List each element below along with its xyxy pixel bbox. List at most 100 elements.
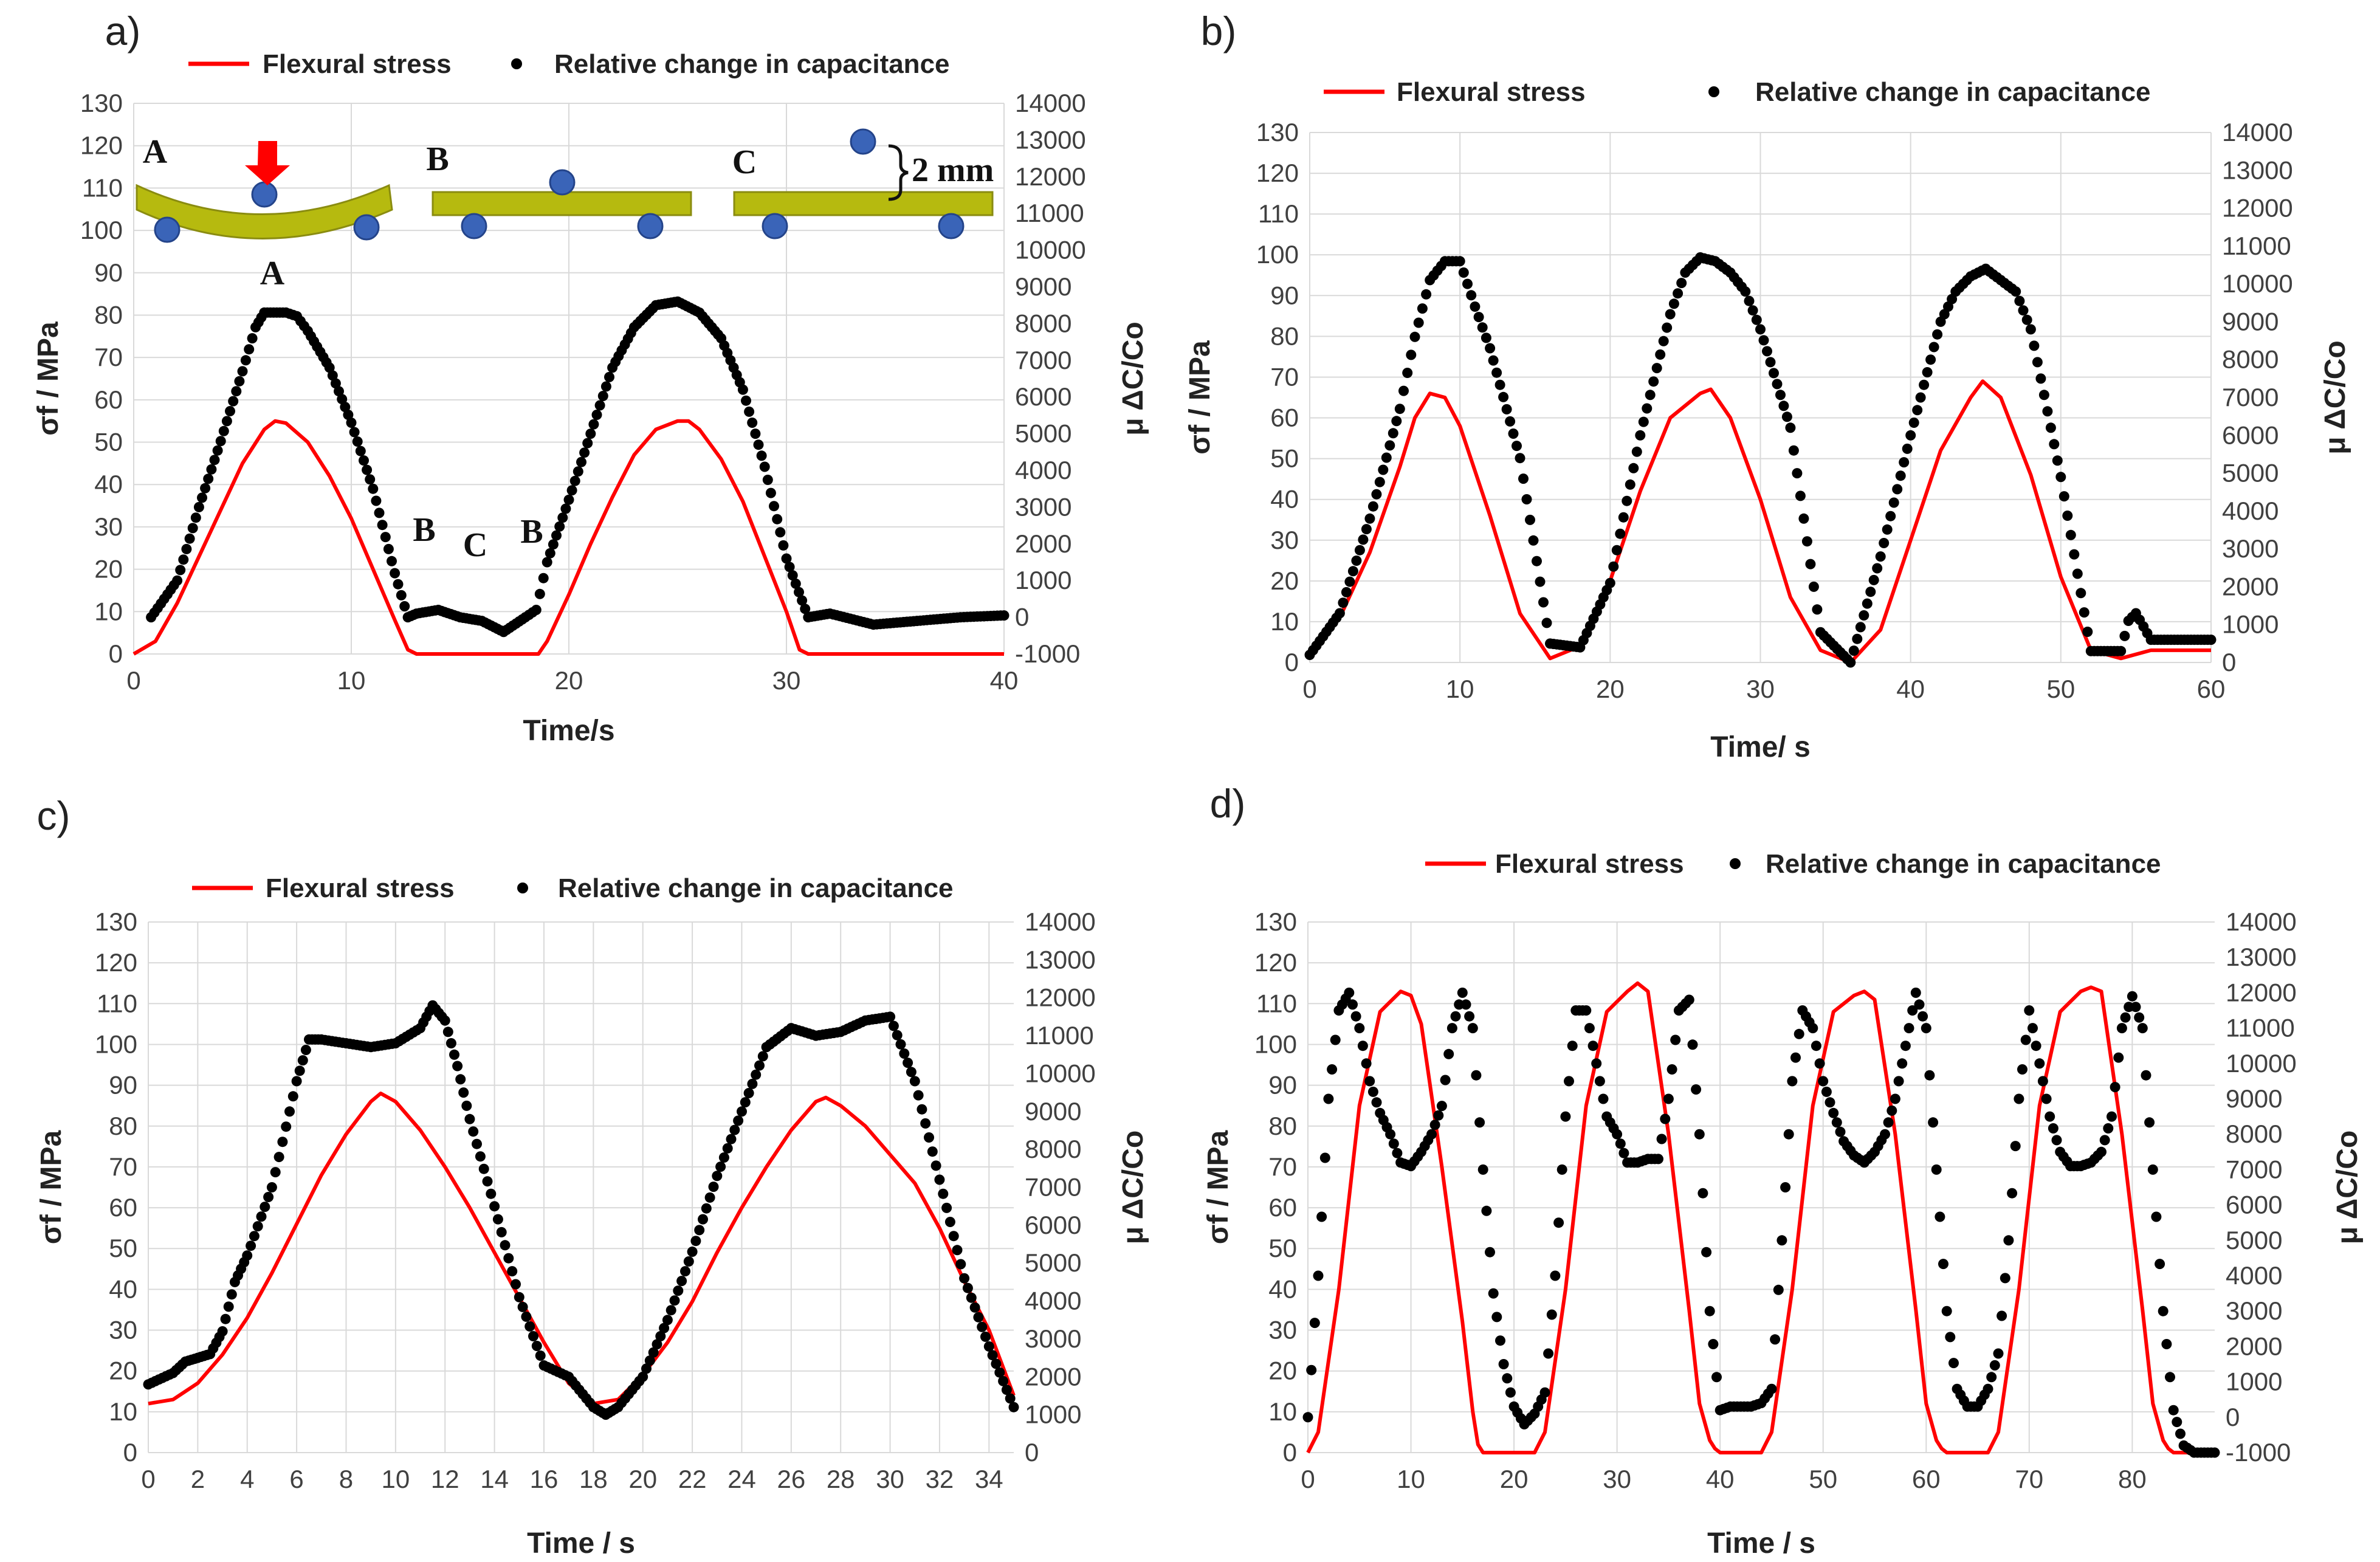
capacitance-point <box>1865 587 1876 597</box>
capacitance-point <box>2151 1211 2162 1222</box>
capacitance-point <box>1556 1164 1567 1175</box>
legend-stress-label: Flexural stress <box>263 49 452 79</box>
capacitance-point <box>1676 278 1687 289</box>
capacitance-point <box>2051 1135 2062 1146</box>
capacitance-point <box>244 344 255 355</box>
capacitance-point <box>1701 1247 1712 1258</box>
y-tick-label: 20 <box>1270 566 1299 595</box>
y2-tick-label: -1000 <box>1015 639 1080 668</box>
capacitance-point <box>1912 405 1923 416</box>
capacitance-point <box>324 362 335 373</box>
y-tick-label: 130 <box>1256 118 1299 146</box>
x-tick-label: 0 <box>126 666 140 695</box>
y-axis-title: σf / MPa <box>32 322 64 436</box>
capacitance-point <box>393 579 404 590</box>
capacitance-point <box>2130 1002 2141 1013</box>
y2-tick-label: 12000 <box>2222 194 2293 222</box>
capacitance-point <box>352 436 363 447</box>
capacitance-point <box>2020 1034 2031 1045</box>
y2-tick-label: 10000 <box>2226 1049 2297 1078</box>
y-tick-label: 60 <box>1270 404 1299 432</box>
gap-brace-icon <box>888 144 909 201</box>
y-tick-label: 60 <box>109 1193 137 1222</box>
capacitance-point <box>1684 994 1694 1005</box>
capacitance-point <box>1831 1117 1842 1128</box>
capacitance-point <box>1474 1117 1485 1128</box>
capacitance-point <box>927 1146 938 1157</box>
capacitance-point <box>2069 549 2080 560</box>
capacitance-point <box>757 1051 768 1062</box>
capacitance-point <box>784 562 795 573</box>
capacitance-point <box>1538 597 1549 608</box>
capacitance-point <box>1433 1110 1444 1121</box>
capacitance-point <box>1471 1070 1482 1081</box>
capacitance-point <box>184 533 195 544</box>
capacitance-point <box>2062 511 2073 521</box>
capacitance-point <box>1309 1318 1320 1329</box>
capacitance-point <box>2119 630 2130 641</box>
capacitance-point <box>892 1030 903 1041</box>
y-tick-label: 0 <box>109 639 123 668</box>
capacitance-point <box>2031 1041 2041 1051</box>
capacitance-point <box>2024 1005 2035 1016</box>
legend-capacitance-label: Relative change in capacitance <box>1766 849 2161 879</box>
capacitance-point <box>1001 1385 1012 1395</box>
capacitance-point <box>1543 1348 1554 1359</box>
y2-tick-label: 11000 <box>1015 199 1084 227</box>
capacitance-point <box>1835 1126 1846 1137</box>
capacitance-point <box>1495 1335 1505 1346</box>
capacitance-point <box>1302 1412 1313 1423</box>
y2-tick-label: 2000 <box>2222 572 2279 600</box>
capacitance-point <box>1361 1058 1372 1069</box>
y2-tick-label: 1000 <box>2222 610 2279 639</box>
capacitance-point <box>1895 470 1906 481</box>
capacitance-point <box>346 418 357 428</box>
capacitance-point <box>712 1171 723 1182</box>
capacitance-point <box>1880 1129 1890 1140</box>
capacitance-point <box>1598 1093 1609 1104</box>
capacitance-point <box>472 1138 482 1149</box>
y2-tick-label: -1000 <box>2226 1438 2291 1467</box>
capacitance-point <box>569 475 580 486</box>
capacitance-point <box>1591 1058 1602 1069</box>
capacitance-point <box>1993 1348 2004 1359</box>
y2-tick-label: 8000 <box>2222 345 2279 374</box>
y-tick-label: 120 <box>1254 948 1297 977</box>
capacitance-point <box>1807 1023 1818 1034</box>
y2-tick-label: 3000 <box>2222 534 2279 563</box>
capacitance-point <box>1446 1023 1457 1034</box>
y2-tick-label: 2000 <box>2226 1332 2282 1360</box>
capacitance-point <box>507 1266 518 1277</box>
y-tick-label: 50 <box>1270 444 1299 473</box>
capacitance-point <box>1327 1064 1338 1075</box>
capacitance-point <box>1341 587 1352 597</box>
capacitance-point <box>1665 309 1676 320</box>
capacitance-point <box>1770 1334 1781 1345</box>
y2-tick-label: 10000 <box>1025 1059 1096 1087</box>
capacitance-point <box>1751 314 1762 325</box>
y2-tick-label: 12000 <box>1015 162 1086 191</box>
capacitance-point <box>756 450 767 461</box>
capacitance-point <box>2018 305 2029 316</box>
capacitance-point <box>231 386 242 397</box>
capacitance-point <box>172 575 183 586</box>
y2-tick-label: 0 <box>2222 648 2236 676</box>
capacitance-point <box>1941 1306 1952 1316</box>
capacitance-point <box>2010 286 2021 297</box>
y-axis-title: σf / MPa <box>35 1130 67 1244</box>
capacitance-point <box>1897 1058 1908 1069</box>
capacitance-point <box>1899 457 1910 468</box>
y-tick-label: 40 <box>94 470 123 498</box>
capacitance-point <box>1528 535 1539 546</box>
x-tick-label: 6 <box>289 1465 303 1493</box>
x-tick-label: 50 <box>2046 675 2075 703</box>
capacitance-point <box>1668 298 1679 309</box>
capacitance-point <box>1808 581 1819 592</box>
y-tick-label: 110 <box>1256 989 1297 1017</box>
capacitance-point <box>1501 404 1512 415</box>
capacitance-point <box>1938 1259 1948 1270</box>
capacitance-point <box>266 1182 277 1192</box>
y2-tick-label: 3000 <box>2226 1296 2282 1325</box>
capacitance-point <box>698 1214 708 1225</box>
y2-tick-label: 0 <box>2226 1403 2240 1431</box>
